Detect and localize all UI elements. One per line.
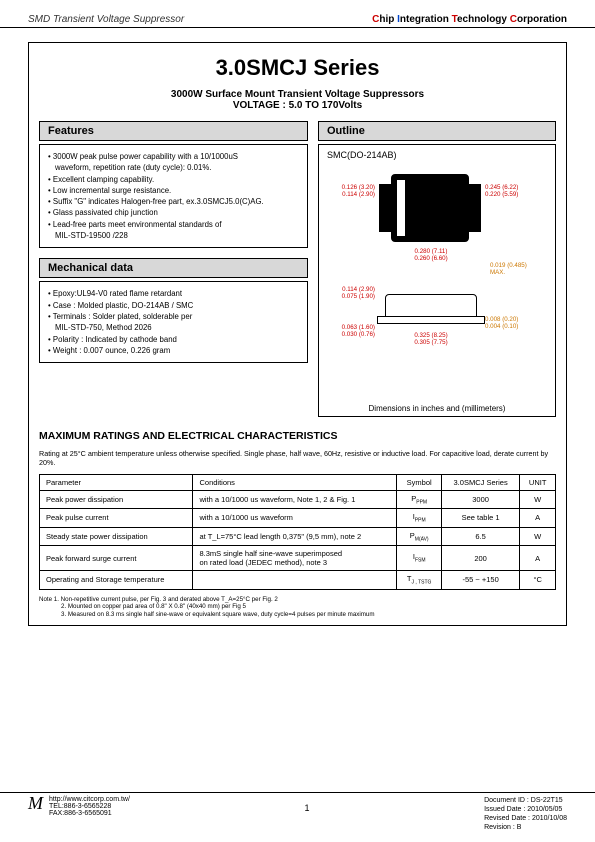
feature-item: waveform, repetition rate (duty cycle): … [48, 162, 299, 173]
right-column: Outline SMC(DO-214AB) 0.126 (3.20)0.114 … [318, 121, 556, 417]
mech-item: Epoxy:UL94-V0 rated flame retardant [48, 288, 299, 299]
footer-right: Document ID : DS-22T15 Issued Date : 201… [484, 793, 567, 832]
package-name: SMC(DO-214AB) [327, 150, 547, 160]
mech-item: Polarity : Indicated by cathode band [48, 334, 299, 345]
left-column: Features 3000W peak pulse power capabili… [39, 121, 308, 417]
package-diagram: 0.126 (3.20)0.114 (2.90) 0.245 (6.22)0.2… [327, 164, 547, 374]
features-header: Features [39, 121, 308, 141]
mech-item: Case : Molded plastic, DO-214AB / SMC [48, 300, 299, 311]
feature-item: Lead-free parts meet environmental stand… [48, 219, 299, 230]
feature-item: Excellent clamping capability. [48, 174, 299, 185]
table-notes: Note 1. Non-repetitive current pulse, pe… [29, 594, 566, 623]
page-number: 1 [305, 793, 310, 832]
page-header: SMD Transient Voltage Suppressor Chip In… [0, 0, 595, 28]
page-footer: M http://www.citcorp.com.tw/ TEL:886-3-6… [0, 792, 595, 832]
max-ratings-header: MAXIMUM RATINGS AND ELECTRICAL CHARACTER… [29, 425, 566, 445]
series-title: 3.0SMCJ Series [29, 55, 566, 81]
feature-item: MIL-STD-19500 /228 [48, 230, 299, 241]
header-right: Chip Integration Technology Corporation [372, 14, 567, 25]
logo: M [28, 796, 43, 832]
feature-item: 3000W peak pulse power capability with a… [48, 151, 299, 162]
feature-item: Glass passivated chip junction [48, 207, 299, 218]
footer-left: M http://www.citcorp.com.tw/ TEL:886-3-6… [28, 793, 130, 832]
subtitle-2: VOLTAGE : 5.0 TO 170Volts [29, 100, 566, 111]
mechanical-header: Mechanical data [39, 258, 308, 278]
feature-item: Suffix "G" indicates Halogen-free part, … [48, 196, 299, 207]
title-block: 3.0SMCJ Series 3000W Surface Mount Trans… [29, 43, 566, 121]
mech-item: MIL-STD-750, Method 2026 [48, 322, 299, 333]
mechanical-body: Epoxy:UL94-V0 rated flame retardantCase … [39, 281, 308, 363]
main-content-box: 3.0SMCJ Series 3000W Surface Mount Trans… [28, 42, 567, 626]
ratings-note: Rating at 25°C ambient temperature unles… [29, 445, 566, 474]
two-column-layout: Features 3000W peak pulse power capabili… [29, 121, 566, 425]
features-body: 3000W peak pulse power capability with a… [39, 144, 308, 248]
outline-header: Outline [318, 121, 556, 141]
feature-item: Low incremental surge resistance. [48, 185, 299, 196]
outline-body: SMC(DO-214AB) 0.126 (3.20)0.114 (2.90) 0… [318, 144, 556, 417]
header-left: SMD Transient Voltage Suppressor [28, 14, 184, 25]
dimensions-note: Dimensions in inches and (millimeters) [319, 404, 555, 413]
subtitle-1: 3000W Surface Mount Transient Voltage Su… [29, 89, 566, 100]
mech-item: Terminals : Solder plated, solderable pe… [48, 311, 299, 322]
ratings-table: ParameterConditionsSymbol3.0SMCJ SeriesU… [39, 474, 556, 590]
mech-item: Weight : 0.007 ounce, 0.226 gram [48, 345, 299, 356]
